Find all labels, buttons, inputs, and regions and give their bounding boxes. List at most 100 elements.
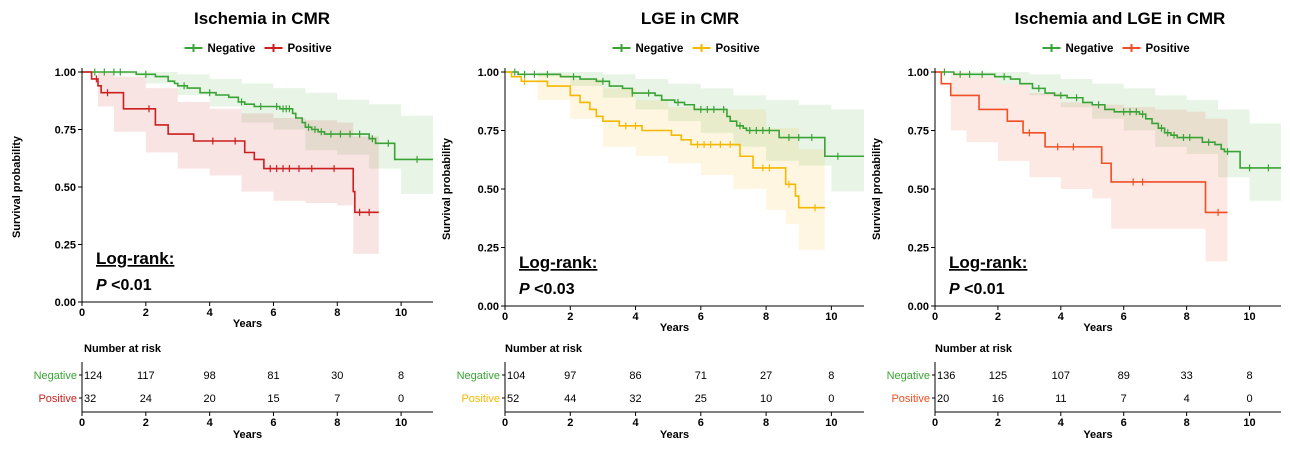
legend-label-positive: Positive — [1146, 43, 1190, 55]
y-tick-label: 0.25 — [908, 243, 929, 255]
x-tick-label: 4 — [632, 311, 639, 323]
survival-curve-positive — [82, 71, 379, 214]
risk-count: 0 — [1246, 393, 1252, 405]
y-tick-label: 0.00 — [908, 301, 929, 313]
risk-count: 136 — [937, 370, 955, 382]
y-tick-label: 1.00 — [55, 67, 76, 79]
risk-table: Number at risk Negative 124 117 98 81 30 8 Posit… — [34, 343, 433, 441]
x-tick-label: 4 — [207, 307, 214, 319]
risk-count: 98 — [204, 370, 216, 382]
y-tick-label: 0.00 — [478, 301, 499, 313]
y-axis-label: Survival probability — [11, 135, 23, 238]
risk-count: 8 — [398, 370, 404, 382]
risk-x-tick-label: 8 — [1184, 417, 1190, 429]
risk-row-label-negative: Negative — [457, 370, 500, 382]
y-tick-label: 0.75 — [55, 125, 76, 137]
risk-table-header: Number at risk — [505, 343, 583, 355]
survival-curve-negative — [505, 71, 864, 158]
y-tick-label: 0.25 — [478, 243, 499, 255]
x-tick-label: 8 — [1184, 311, 1190, 323]
risk-count: 11 — [1055, 393, 1066, 405]
risk-count: 4 — [1184, 393, 1190, 405]
risk-count: 97 — [564, 370, 576, 382]
risk-x-tick-label: 2 — [995, 417, 1001, 429]
risk-count: 27 — [760, 370, 772, 382]
p-value: P <0.03 — [519, 281, 575, 298]
chart-title: Ischemia in CMR — [194, 9, 330, 28]
legend-label-positive: Positive — [288, 43, 332, 55]
legend-label-positive: Positive — [716, 43, 760, 55]
x-tick-label: 2 — [143, 307, 149, 319]
p-value: P <0.01 — [949, 281, 1005, 298]
risk-row-label-positive: Positive — [38, 393, 77, 405]
x-tick-label: 8 — [763, 311, 769, 323]
y-tick-label: 0.50 — [908, 184, 929, 196]
logrank-heading: Log-rank: — [519, 253, 597, 272]
risk-count: 89 — [1118, 370, 1130, 382]
risk-x-tick-label: 10 — [1243, 417, 1255, 429]
risk-row-label-positive: Positive — [461, 393, 500, 405]
risk-count: 8 — [1246, 370, 1252, 382]
risk-count: 117 — [137, 370, 155, 382]
ci-band-positive — [505, 72, 825, 250]
risk-count: 81 — [267, 370, 279, 382]
survival-curve-positive — [935, 71, 1228, 214]
risk-count: 52 — [507, 393, 519, 405]
risk-x-axis-label: Years — [1083, 429, 1112, 441]
y-tick-label: 0.75 — [908, 126, 929, 138]
x-axis-label: Years — [233, 318, 262, 330]
risk-count: 25 — [695, 393, 707, 405]
chart-title: LGE in CMR — [641, 9, 739, 28]
risk-count: 86 — [629, 370, 641, 382]
ci-band-negative — [82, 72, 433, 194]
risk-count: 16 — [992, 393, 1004, 405]
risk-count: 7 — [1121, 393, 1127, 405]
y-tick-label: 0.25 — [55, 240, 76, 252]
risk-row-label-negative: Negative — [34, 370, 77, 382]
risk-x-tick-label: 4 — [207, 417, 214, 429]
x-tick-label: 2 — [567, 311, 573, 323]
x-tick-label: 10 — [395, 307, 407, 319]
logrank-heading: Log-rank: — [96, 249, 174, 268]
logrank-heading: Log-rank: — [949, 253, 1027, 272]
risk-count: 32 — [84, 393, 96, 405]
risk-count: 24 — [140, 393, 152, 405]
risk-count: 124 — [84, 370, 102, 382]
risk-x-tick-label: 4 — [1058, 417, 1065, 429]
risk-count: 30 — [331, 370, 343, 382]
x-tick-label: 0 — [79, 307, 85, 319]
risk-x-axis-label: Years — [233, 429, 262, 441]
y-tick-label: 0.00 — [55, 297, 76, 309]
x-axis-label: Years — [660, 322, 689, 334]
x-tick-label: 0 — [502, 311, 508, 323]
risk-count: 20 — [937, 393, 949, 405]
risk-x-tick-label: 0 — [932, 417, 938, 429]
ci-band-negative — [935, 72, 1281, 201]
x-tick-label: 8 — [334, 307, 340, 319]
legend-label-negative: Negative — [636, 43, 684, 55]
risk-x-tick-label: 8 — [334, 417, 340, 429]
risk-count: 15 — [267, 393, 279, 405]
risk-x-tick-label: 10 — [395, 417, 407, 429]
y-tick-label: 1.00 — [908, 67, 929, 79]
survival-curve-positive — [505, 71, 825, 209]
risk-count: 32 — [629, 393, 641, 405]
x-tick-label: 6 — [270, 307, 276, 319]
y-tick-label: 0.50 — [55, 182, 76, 194]
y-axis-label: Survival probability — [871, 137, 883, 240]
risk-table-header: Number at risk — [84, 343, 162, 355]
risk-table-header: Number at risk — [935, 343, 1013, 355]
risk-x-tick-label: 6 — [1121, 417, 1127, 429]
risk-x-tick-label: 6 — [698, 417, 704, 429]
legend: Negative Positive — [184, 43, 332, 55]
x-tick-label: 0 — [932, 311, 938, 323]
risk-row-label-positive: Positive — [891, 393, 930, 405]
x-tick-label: 2 — [995, 311, 1001, 323]
legend: Negative Positive — [1042, 43, 1190, 55]
km-panel-1: Ischemia in CMR Negative Positive 0.00 0.25 0… — [11, 9, 433, 441]
y-tick-label: 0.75 — [478, 126, 499, 138]
